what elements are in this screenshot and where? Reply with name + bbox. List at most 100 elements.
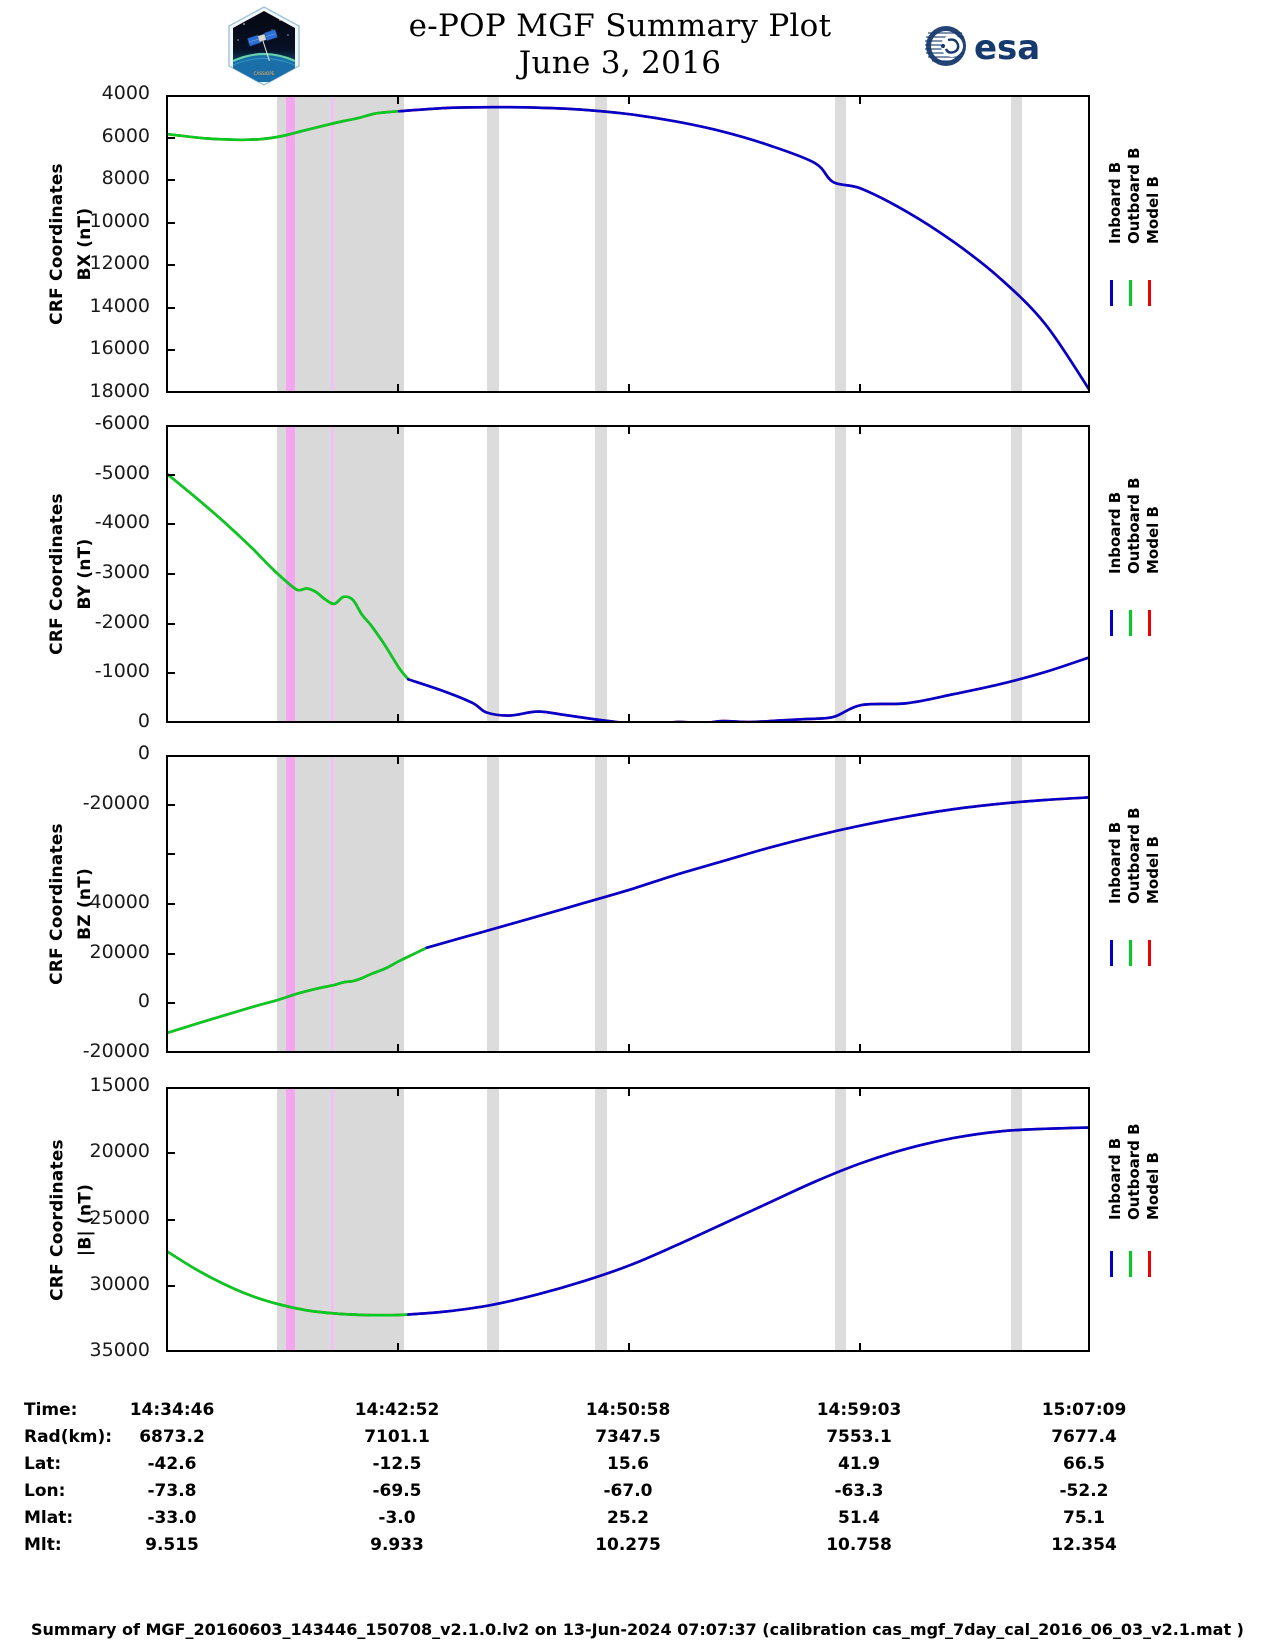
legend-swatch-0 bbox=[1110, 609, 1113, 636]
x-tick-top-babs-1 bbox=[397, 1087, 399, 1096]
y-tick-mark-babs-2 bbox=[166, 1218, 175, 1221]
y-tick-mark-bz-2 bbox=[166, 853, 175, 856]
y-tick-label-bx-2: 8000 bbox=[101, 167, 150, 190]
panel-by: CRF Coordinates BY (nT) -6000 -5000 -4000 -30… bbox=[0, 412, 1275, 732]
table-cell: -3.0 bbox=[378, 1508, 416, 1528]
y-tick-label-bx-7: 18000 bbox=[89, 380, 150, 402]
x-tick-top-bx-2 bbox=[628, 95, 630, 104]
x-tick-bottom-by-2 bbox=[628, 714, 630, 723]
legend-swatch-2 bbox=[1148, 1251, 1151, 1278]
x-tick-top-babs-2 bbox=[628, 1087, 630, 1096]
shaded-region-gray-wide-region bbox=[277, 1089, 404, 1350]
table-cell: -52.2 bbox=[1059, 1481, 1109, 1501]
y-tick-mark-bx-2 bbox=[166, 179, 175, 182]
table-cell: -73.8 bbox=[147, 1481, 197, 1501]
legend-swatch-1 bbox=[1129, 279, 1132, 306]
table-cell: 15.6 bbox=[607, 1454, 649, 1474]
plot-area-babs bbox=[166, 1087, 1090, 1352]
curves-bz bbox=[168, 796, 1088, 1034]
x-tick-bottom-bz-1 bbox=[397, 1044, 399, 1053]
table-cell: 14:34:46 bbox=[129, 1400, 215, 1420]
shaded-region-gray-wide-region bbox=[277, 97, 404, 391]
plot-area-by bbox=[166, 425, 1090, 723]
y-tick-mark-by-5 bbox=[166, 672, 175, 675]
outboard-b-curve-bx bbox=[168, 109, 401, 142]
y-tick-label-babs-1: 20000 bbox=[89, 1140, 150, 1163]
legend-bx: Inboard B Outboard B Model B bbox=[1106, 95, 1266, 393]
model-b-curve-babs-b bbox=[406, 1126, 1088, 1316]
legend-label-inboard-b: Inboard B bbox=[1106, 161, 1124, 244]
inboard-b-curve-bx bbox=[397, 105, 1088, 391]
x-tick-bottom-bz-3 bbox=[859, 1044, 861, 1053]
y-tick-mark-bx-1 bbox=[166, 136, 175, 139]
shaded-region-pink-thin-1 bbox=[330, 427, 335, 721]
table-cell: 75.1 bbox=[1063, 1508, 1105, 1528]
table-cell: 12.354 bbox=[1051, 1535, 1117, 1555]
y-tick-label-by-5: -1000 bbox=[94, 660, 150, 683]
legend-swatch-2 bbox=[1148, 279, 1151, 306]
shaded-region-gray-bar-5 bbox=[1010, 427, 1022, 721]
table-row: Mlt: 9.515 9.933 10.275 10.758 12.354 bbox=[0, 1535, 1275, 1562]
x-tick-top-bx-1 bbox=[397, 95, 399, 104]
page-header: CASSIOPE e-POP MGF Summary Plot June 3, … bbox=[0, 0, 1275, 90]
x-tick-top-by-3 bbox=[859, 425, 861, 434]
table-cell: -67.0 bbox=[603, 1481, 653, 1501]
shaded-region-gray-bar-2 bbox=[486, 757, 499, 1051]
y-tick-label-by-4: -2000 bbox=[94, 610, 150, 633]
x-tick-top-bx-3 bbox=[859, 95, 861, 104]
ephemeris-table: Time: 14:34:46 14:42:52 14:50:58 14:59:03 15:… bbox=[0, 1400, 1275, 1562]
table-cell: 14:59:03 bbox=[816, 1400, 902, 1420]
x-tick-bottom-bz-2 bbox=[628, 1044, 630, 1053]
y-tick-mark-bz-1 bbox=[166, 803, 175, 806]
table-cell: -69.5 bbox=[372, 1481, 422, 1501]
x-tick-top-bz-3 bbox=[859, 755, 861, 764]
y-tick-mark-by-2 bbox=[166, 523, 175, 526]
svg-text:esa: esa bbox=[974, 28, 1040, 68]
table-cell: 25.2 bbox=[607, 1508, 649, 1528]
legend-label-outboard-b: Outboard B bbox=[1125, 1122, 1143, 1220]
table-cell: 15:07:09 bbox=[1041, 1400, 1127, 1420]
y-tick-label-bx-6: 16000 bbox=[89, 337, 150, 360]
y-tick-mark-bx-5 bbox=[166, 306, 175, 309]
x-tick-bottom-by-1 bbox=[397, 714, 399, 723]
table-cell: -12.5 bbox=[372, 1454, 422, 1474]
esa-logo-icon: esa bbox=[922, 22, 1050, 70]
inboard-b-curve-babs bbox=[406, 1126, 1088, 1316]
svg-text:CASSIOPE: CASSIOPE bbox=[254, 71, 275, 76]
plot-area-bz bbox=[166, 755, 1090, 1053]
x-tick-bottom-by-3 bbox=[859, 714, 861, 723]
y-tick-label-bz-4: 20000 bbox=[89, 940, 150, 963]
legend-swatch-0 bbox=[1110, 939, 1113, 966]
legend-label-inboard-b: Inboard B bbox=[1106, 491, 1124, 574]
plot-area-bx bbox=[166, 95, 1090, 393]
shaded-region-gray-bar-3 bbox=[594, 427, 607, 721]
table-cell: -63.3 bbox=[834, 1481, 884, 1501]
shaded-region-pink-band-1 bbox=[286, 757, 295, 1051]
shaded-region-gray-bar-2 bbox=[486, 97, 499, 391]
panel-bz: CRF Coordinates BZ (nT) 0 -20000 40000 20000 0… bbox=[0, 742, 1275, 1062]
model-b-curve-by-b bbox=[406, 656, 1088, 721]
shaded-region-gray-bar-4 bbox=[835, 757, 847, 1051]
outboard-b-curve-by bbox=[168, 473, 410, 681]
y-tick-mark-bz-3 bbox=[166, 903, 175, 905]
legend-label-outboard-b: Outboard B bbox=[1125, 807, 1143, 904]
panel-bx: CRF Coordinates BX (nT) 4000 6000 8000 10000 1… bbox=[0, 82, 1275, 402]
x-tick-bottom-babs-1 bbox=[397, 1343, 399, 1352]
y-tick-label-by-2: -4000 bbox=[94, 511, 150, 534]
legend-swatch-1 bbox=[1129, 1251, 1132, 1278]
table-cell: 7553.1 bbox=[826, 1427, 892, 1447]
y-tick-mark-bx-3 bbox=[166, 221, 175, 224]
y-tick-mark-by-4 bbox=[166, 622, 175, 625]
table-row: Rad(km): 6873.2 7101.1 7347.5 7553.1 7677.4 bbox=[0, 1427, 1275, 1454]
inboard-b-curve-bz bbox=[425, 796, 1088, 950]
title-line-2: June 3, 2016 bbox=[518, 44, 722, 81]
y-tick-mark-bx-4 bbox=[166, 264, 175, 267]
table-row-label-radkm: Rad(km): bbox=[24, 1427, 113, 1447]
table-row: Lat: -42.6 -12.5 15.6 41.9 66.5 bbox=[0, 1454, 1275, 1481]
shaded-region-gray-bar-3 bbox=[594, 1089, 607, 1350]
x-tick-bottom-babs-2 bbox=[628, 1343, 630, 1352]
shaded-region-pink-band-1 bbox=[286, 97, 295, 391]
y-tick-label-by-3: -3000 bbox=[94, 561, 150, 583]
y-tick-label-bx-0: 4000 bbox=[101, 82, 150, 104]
x-tick-bottom-bx-1 bbox=[397, 384, 399, 393]
